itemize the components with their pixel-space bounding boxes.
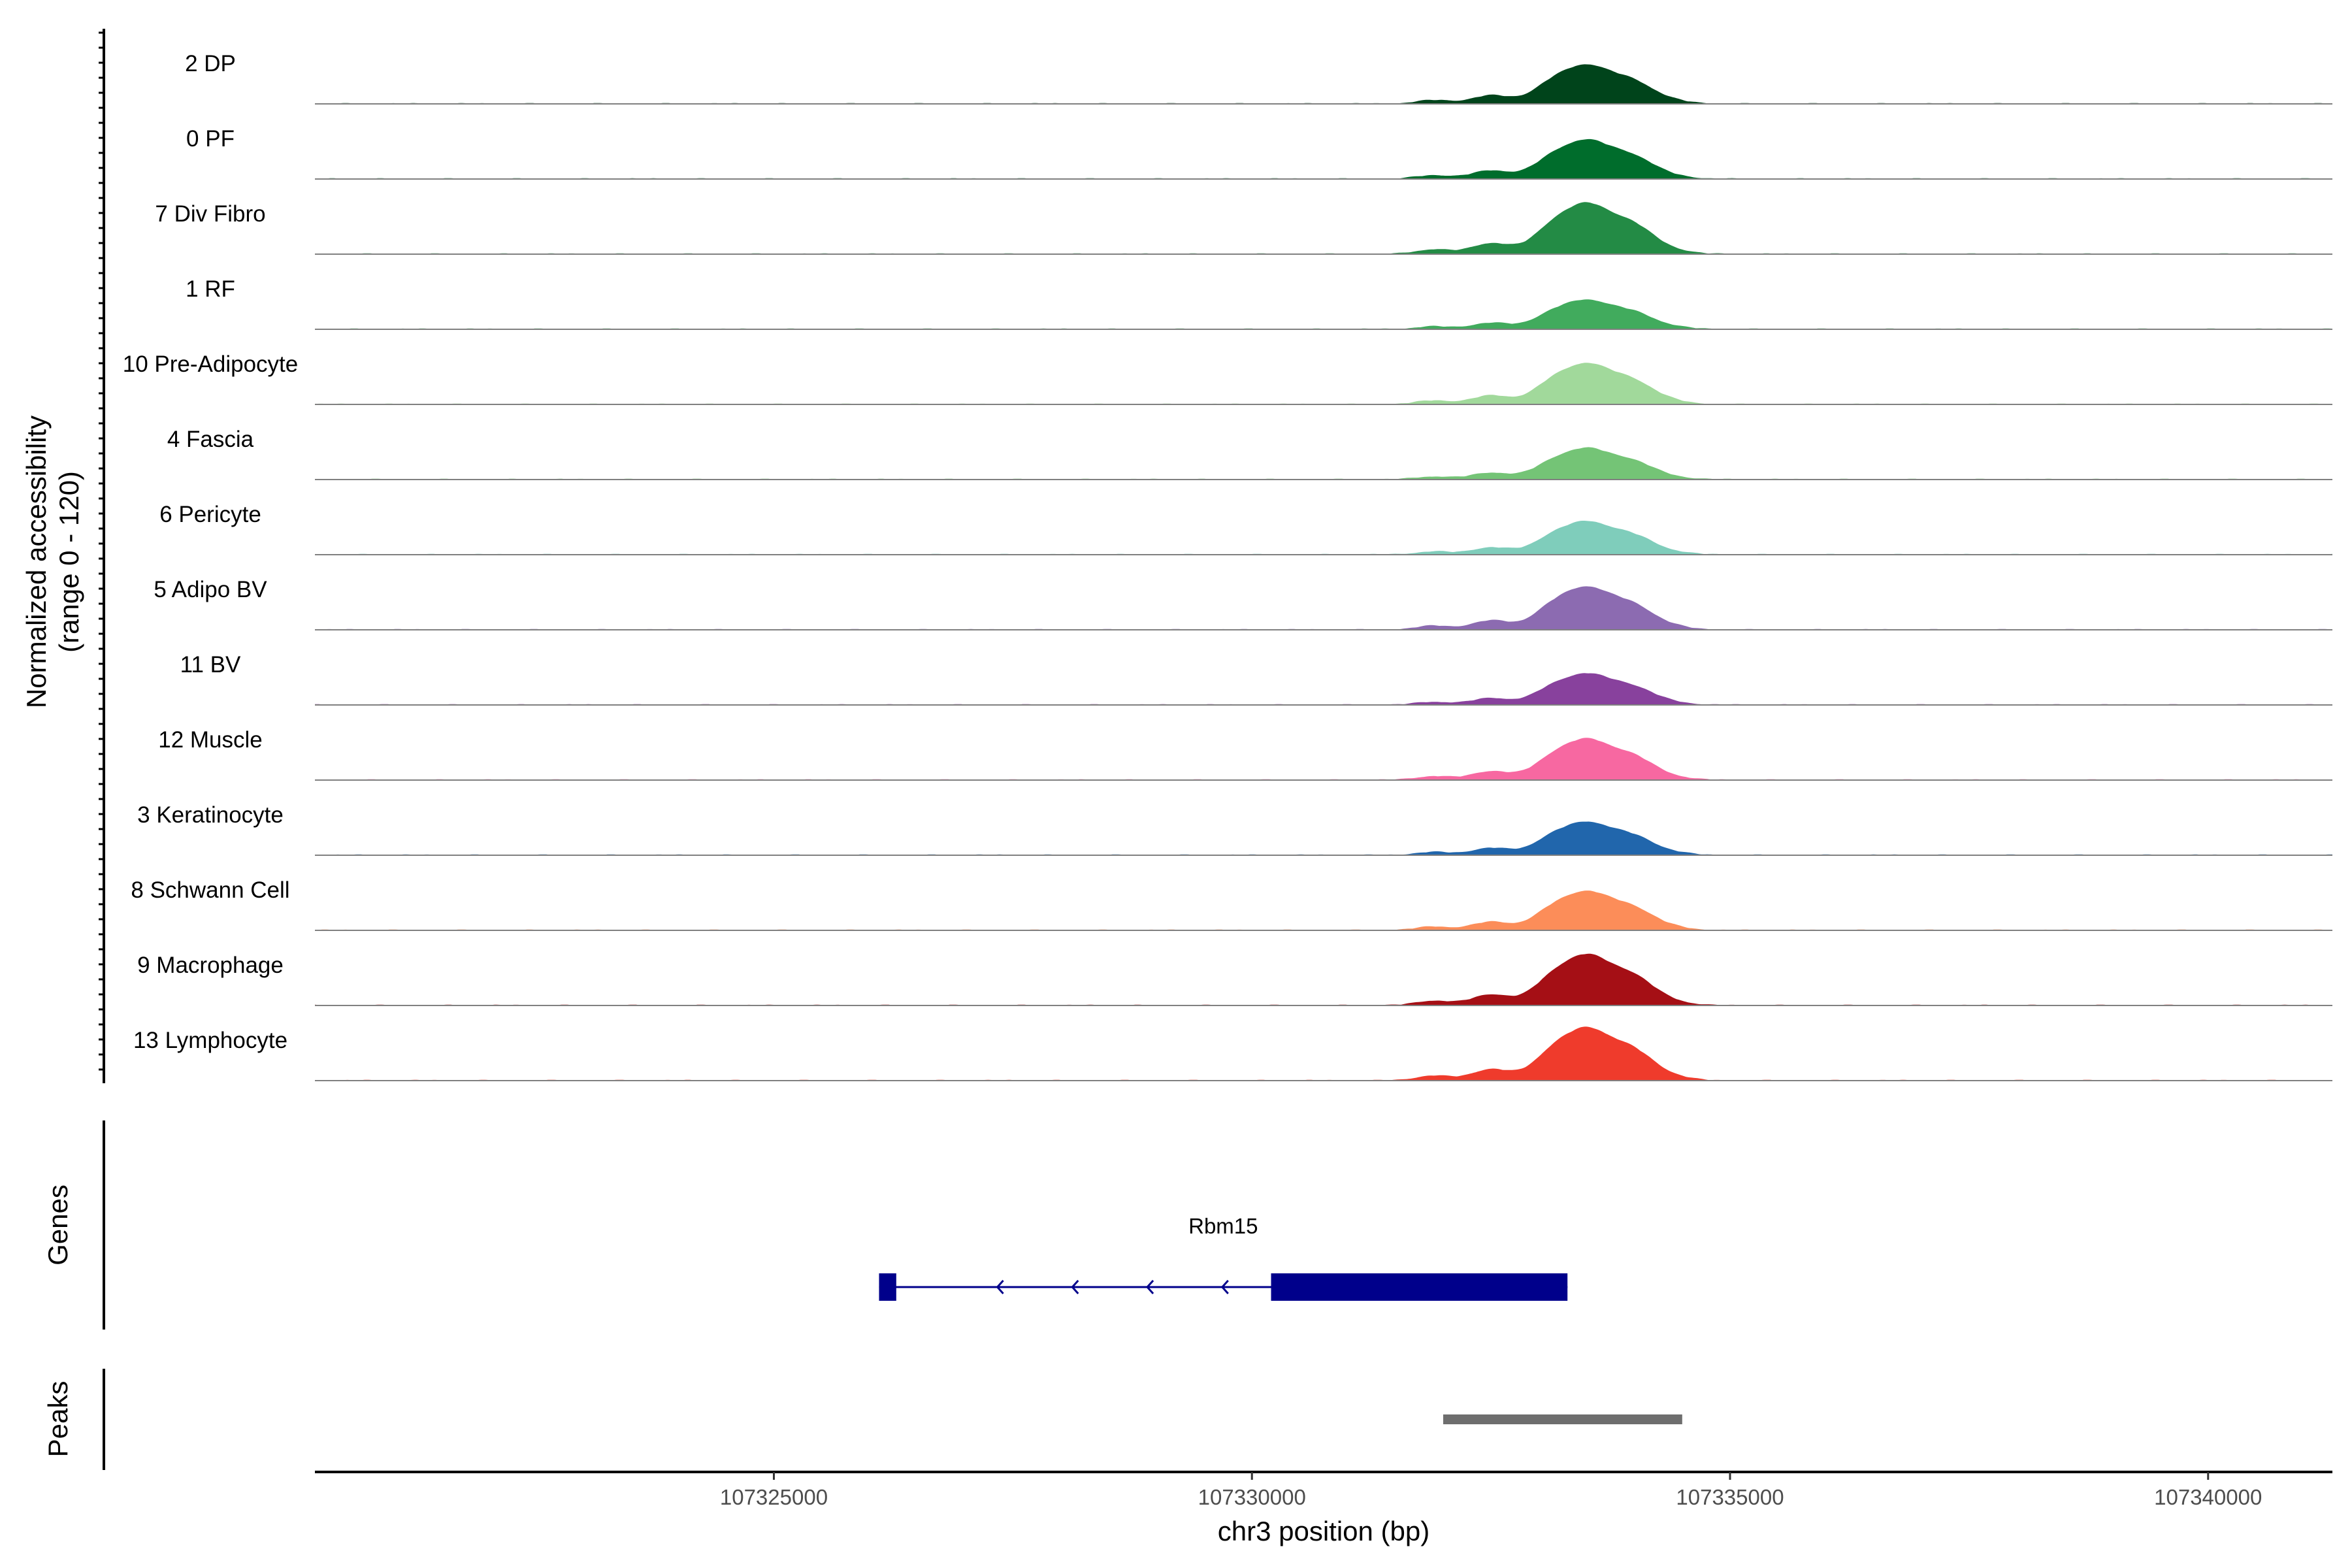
coverage-area [315,890,2332,930]
track-label: 6 Pericyte [159,502,261,527]
x-tick-label: 107340000 [2154,1485,2262,1509]
genes-panel-label: Genes [42,1184,73,1266]
track-label: 0 PF [186,126,235,152]
strand-arrow [1146,1279,1154,1295]
coverage-area [315,202,2332,254]
gene-exon [879,1273,896,1301]
track-label: 5 Adipo BV [154,577,267,602]
coverage-area [315,64,2332,104]
x-axis-ticks: 107325000 107330000 107335000 107340000 [720,1472,2262,1509]
track-label: 2 DP [185,51,236,76]
coverage-area [315,953,2332,1005]
strand-arrow [1071,1279,1079,1295]
strand-arrow [1220,1279,1229,1295]
gene-exon [1271,1273,1568,1301]
track-label: 3 Keratinocyte [137,802,284,828]
track-label: 12 Muscle [158,727,263,753]
track-label: 7 Div Fibro [155,201,265,227]
coverage-area [315,673,2332,705]
track-label: 8 Schwann Cell [131,877,289,903]
y-axis-range-label: (range 0 - 120) [54,471,84,653]
coverage-area [315,521,2332,555]
coverage-area [315,363,2332,404]
track-label: 13 Lymphocyte [133,1028,287,1053]
track-label: 10 Pre-Adipocyte [123,351,298,377]
track-label: 1 RF [186,276,235,302]
x-tick-label: 107325000 [720,1485,828,1509]
peak-regions [1443,1414,1682,1424]
coverage-area [315,447,2332,480]
coverage-area [315,299,2332,329]
track-label: 9 Macrophage [137,953,284,978]
coverage-area [315,139,2332,179]
x-tick-label: 107330000 [1198,1485,1306,1509]
coverage-area [315,821,2332,855]
gene-label: Rbm15 [1188,1214,1258,1238]
x-tick-label: 107335000 [1676,1485,1784,1509]
coverage-tracks: 2 DP 0 PF 7 Div Fibro 1 RF 10 Pre-Adipocyte 4… [123,51,2332,1081]
gene-annotation: Rbm15 [879,1214,1568,1301]
coverage-area [315,738,2332,780]
coverage-area [315,586,2332,630]
strand-arrow [996,1279,1004,1295]
track-label: 11 BV [180,652,241,678]
peaks-panel-label: Peaks [42,1381,73,1458]
track-label: 4 Fascia [167,427,254,452]
peak-region [1443,1414,1682,1424]
coverage-area [315,1026,2332,1081]
x-axis-label: chr3 position (bp) [1218,1516,1430,1546]
y-axis-label: Normalized accessibility [21,416,52,708]
coverage-y-ticks [99,31,104,1071]
